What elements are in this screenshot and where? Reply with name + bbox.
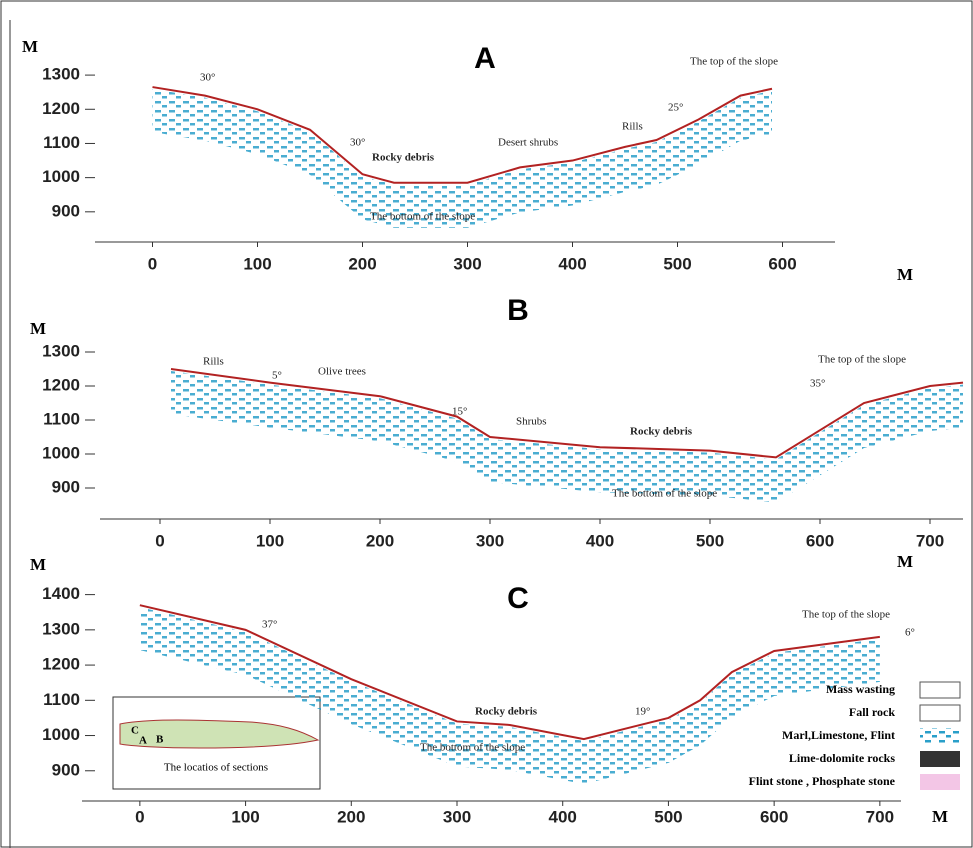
x-tick-label: 100: [243, 254, 271, 273]
x-tick-label: 0: [135, 807, 144, 826]
annotation: 30°: [200, 72, 215, 84]
rock-layer: [152, 89, 772, 228]
x-tick-label: 600: [760, 807, 788, 826]
inset-label: A: [139, 735, 147, 747]
x-tick-label: 500: [654, 807, 682, 826]
y-axis-label: M: [30, 319, 46, 338]
annotation: The top of the slope: [802, 609, 890, 621]
annotation: Rocky debris: [475, 706, 538, 718]
y-tick-label: 1400: [42, 584, 80, 603]
inset: The locatios of sections CA B: [112, 696, 321, 790]
y-tick-label: 1100: [43, 133, 80, 152]
y-axis-label: M: [30, 555, 46, 574]
inset-label: B: [156, 734, 164, 746]
y-tick-label: 1000: [42, 167, 80, 186]
annotation: 25°: [668, 102, 683, 114]
x-axis-label: M: [932, 807, 948, 826]
x-tick-label: 200: [366, 531, 394, 550]
x-tick-label: 700: [866, 807, 894, 826]
x-tick-label: 700: [916, 531, 944, 550]
legend-label: Fall rock: [849, 705, 895, 719]
y-tick-label: 900: [52, 201, 80, 220]
y-tick-label: 1300: [42, 619, 80, 638]
annotation: 5°: [272, 370, 282, 382]
x-axis-label: M: [897, 552, 913, 571]
annotation: The top of the slope: [690, 56, 778, 68]
annotation: Olive trees: [318, 366, 366, 378]
annotation: 19°: [635, 706, 650, 718]
legend-swatch: [920, 751, 960, 767]
y-tick-label: 1200: [42, 375, 80, 394]
inset-title: The locatios of sections: [164, 762, 268, 774]
legend-label: Mass wasting: [826, 682, 895, 696]
slope-profile: [139, 604, 880, 741]
legend-label: Lime-dolomite rocks: [789, 751, 895, 765]
annotation: Rocky debris: [630, 426, 693, 438]
legend-label: Marl,Limestone, Flint: [782, 728, 895, 742]
slope-profile: [152, 86, 773, 184]
panel-title: A: [474, 42, 496, 75]
x-tick-label: 0: [155, 531, 164, 550]
annotation: The bottom of the slope: [370, 211, 475, 223]
x-tick-label: 400: [558, 254, 586, 273]
legend-swatch: [919, 681, 961, 699]
legend-label: Flint stone , Phosphate stone: [749, 774, 896, 788]
x-tick-label: 600: [806, 531, 834, 550]
rock-layer: [139, 607, 880, 785]
x-tick-label: 200: [348, 254, 376, 273]
legend-swatch: [920, 728, 960, 744]
annotation: The bottom of the slope: [420, 742, 525, 754]
y-tick-label: 1100: [43, 690, 80, 709]
annotation: Rills: [622, 121, 643, 133]
x-tick-label: 0: [148, 254, 157, 273]
annotation: 30°: [350, 137, 365, 149]
rock-layer: [171, 371, 963, 503]
panel-title: B: [507, 294, 529, 327]
x-tick-label: 300: [453, 254, 481, 273]
x-tick-label: 500: [663, 254, 691, 273]
annotation: 6°: [905, 627, 915, 639]
x-tick-label: 500: [696, 531, 724, 550]
panel-title: C: [507, 582, 529, 615]
annotation: The bottom of the slope: [612, 488, 717, 500]
annotation: The top of the slope: [818, 354, 906, 366]
y-tick-label: 1300: [42, 341, 80, 360]
annotation: 35°: [810, 378, 825, 390]
x-tick-label: 400: [549, 807, 577, 826]
annotation: 15°: [452, 406, 467, 418]
legend-swatch: [920, 774, 960, 790]
annotation: Desert shrubs: [498, 137, 558, 149]
annotation: Rills: [203, 356, 224, 368]
legend-swatch: [919, 704, 961, 722]
annotation: Rocky debris: [372, 152, 435, 164]
y-tick-label: 1300: [42, 65, 80, 84]
x-tick-label: 100: [231, 807, 259, 826]
y-tick-label: 1200: [42, 655, 80, 674]
y-tick-label: 900: [52, 477, 80, 496]
x-tick-label: 300: [443, 807, 471, 826]
y-axis-label: M: [22, 37, 38, 56]
y-tick-label: 1000: [42, 725, 80, 744]
annotation: Shrubs: [516, 416, 547, 428]
x-tick-label: 200: [337, 807, 365, 826]
x-tick-label: 300: [476, 531, 504, 550]
y-tick-label: 900: [52, 760, 80, 779]
x-tick-label: 600: [768, 254, 796, 273]
annotation: 37°: [262, 619, 277, 631]
inset-label: C: [131, 725, 139, 737]
x-axis-label: M: [897, 265, 913, 284]
y-tick-label: 1200: [42, 99, 80, 118]
slope-profile: [170, 368, 964, 459]
x-tick-label: 400: [586, 531, 614, 550]
y-tick-label: 1100: [43, 409, 80, 428]
x-tick-label: 100: [256, 531, 284, 550]
y-tick-label: 1000: [42, 443, 80, 462]
